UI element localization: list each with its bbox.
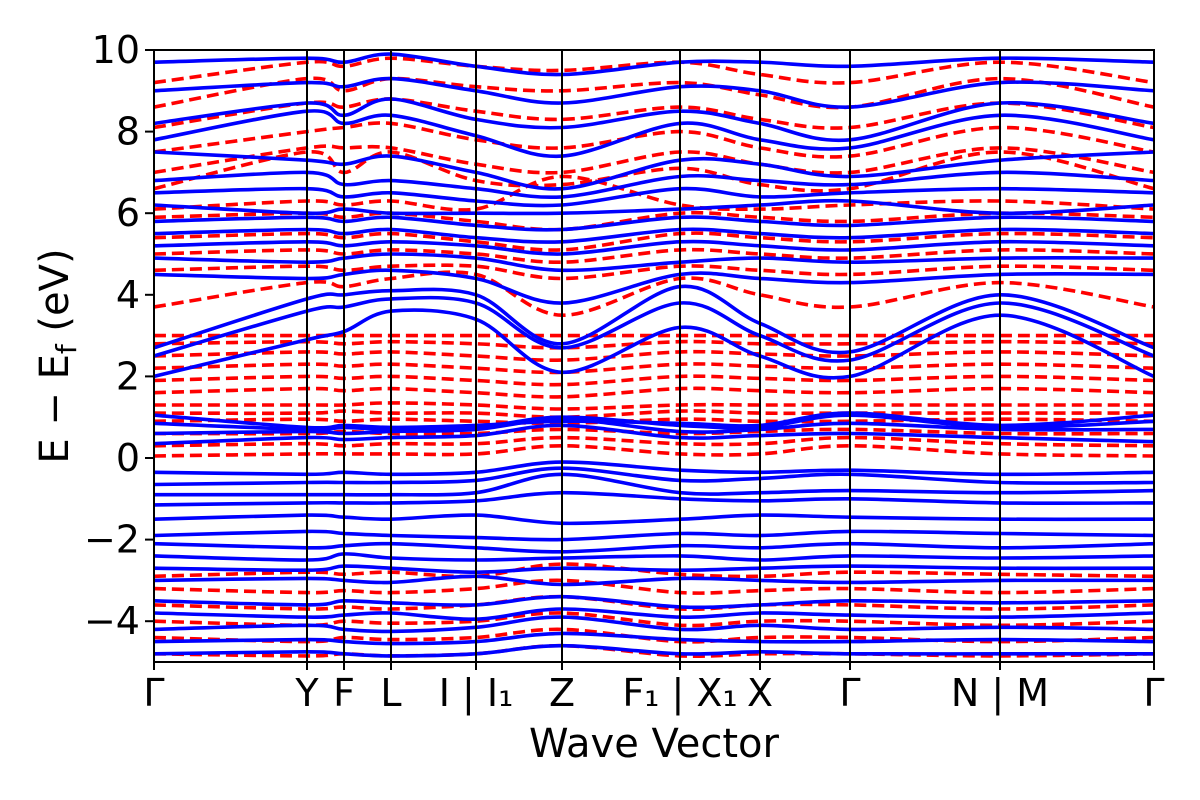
spin-down-band bbox=[154, 174, 1154, 212]
spin-down-band bbox=[154, 562, 1154, 579]
spin-up-band bbox=[154, 109, 1154, 158]
x-tick-label: L bbox=[380, 671, 401, 715]
spin-down-band bbox=[154, 611, 1154, 628]
spin-up-band bbox=[154, 239, 1154, 256]
spin-up-band bbox=[154, 607, 1154, 622]
spin-up-band bbox=[154, 631, 1154, 646]
spin-up-band bbox=[154, 227, 1154, 244]
y-axis-label: E − Ef (eV) bbox=[32, 248, 83, 463]
x-tick-label: Γ bbox=[1143, 671, 1164, 715]
y-tick-label: −4 bbox=[84, 599, 140, 643]
spin-up-band bbox=[154, 150, 1154, 191]
k-point-separators bbox=[306, 50, 1001, 662]
spin-down-band bbox=[154, 270, 1154, 318]
spin-up-band bbox=[154, 97, 1154, 143]
y-tick-label: 10 bbox=[92, 28, 140, 72]
spin-up-band bbox=[154, 513, 1154, 526]
spin-up-band bbox=[154, 284, 1154, 355]
spin-up-band bbox=[154, 594, 1154, 610]
x-tick-label: Z bbox=[549, 671, 575, 715]
spin-up-band bbox=[154, 490, 1154, 507]
spin-down-band bbox=[154, 263, 1154, 281]
spin-down-band bbox=[154, 349, 1154, 362]
x-tick-label: F bbox=[333, 671, 355, 715]
spin-down-band bbox=[154, 56, 1154, 85]
spin-down-band bbox=[154, 144, 1154, 175]
spin-down-band bbox=[154, 97, 1154, 130]
x-tick-label: X bbox=[747, 671, 773, 715]
spin-up-band bbox=[154, 574, 1154, 587]
spin-up-band bbox=[154, 52, 1154, 77]
y-tick-label: 6 bbox=[116, 191, 140, 235]
spin-up-band bbox=[154, 411, 1154, 430]
y-tick-label: 8 bbox=[116, 110, 140, 154]
spin-up-band bbox=[154, 529, 1154, 542]
spin-up-band bbox=[154, 186, 1154, 208]
y-tick-label: 4 bbox=[116, 273, 140, 317]
spin-down-band bbox=[154, 386, 1154, 399]
spin-down-band bbox=[154, 121, 1154, 159]
spin-up-band bbox=[154, 541, 1154, 554]
spin-down-band bbox=[154, 231, 1154, 252]
x-tick-label: Γ bbox=[839, 671, 860, 715]
spin-up-band bbox=[154, 552, 1154, 562]
spin-up-band bbox=[154, 170, 1154, 200]
spin-up-band bbox=[154, 252, 1154, 273]
x-tick-label: F₁ | X₁ bbox=[622, 671, 737, 716]
spin-down-band bbox=[154, 401, 1154, 411]
spin-up-band bbox=[154, 215, 1154, 232]
band-lines bbox=[154, 52, 1154, 659]
y-tick-label: −2 bbox=[84, 518, 140, 562]
x-tick-label: Γ bbox=[143, 671, 164, 715]
x-tick-label: Y bbox=[294, 671, 319, 715]
spin-down-band bbox=[154, 247, 1154, 265]
y-tick-label: 2 bbox=[116, 354, 140, 398]
spin-up-band bbox=[154, 295, 1154, 363]
spin-down-band bbox=[154, 374, 1154, 387]
y-tick-label: 0 bbox=[116, 436, 140, 480]
spin-down-band bbox=[154, 444, 1154, 458]
spin-up-band bbox=[154, 198, 1154, 216]
x-axis-label: Wave Vector bbox=[529, 721, 780, 767]
spin-up-band bbox=[154, 564, 1154, 574]
spin-down-band bbox=[154, 339, 1154, 350]
y-axis-ticks: −4 −2 0 2 4 6 8 10 bbox=[84, 28, 154, 643]
spin-up-band bbox=[154, 466, 1154, 487]
spin-up-band bbox=[154, 615, 1154, 634]
plot-frame bbox=[153, 49, 1155, 663]
x-tick-label: N | M bbox=[951, 671, 1049, 716]
spin-up-band bbox=[154, 643, 1154, 658]
spin-up-band bbox=[154, 76, 1154, 109]
spin-up-band bbox=[154, 308, 1154, 380]
spin-up-band bbox=[154, 472, 1154, 497]
spin-up-band bbox=[154, 460, 1154, 477]
spin-up-band bbox=[154, 268, 1154, 305]
spin-up-band bbox=[154, 423, 1154, 446]
x-tick-label: I | I₁ bbox=[439, 671, 514, 716]
spin-down-band bbox=[154, 362, 1154, 375]
spin-down-band bbox=[154, 435, 1154, 448]
